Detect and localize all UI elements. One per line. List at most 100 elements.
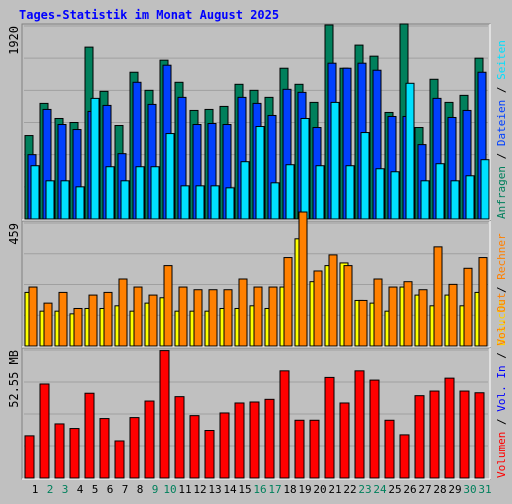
bar-volumen-day-11 <box>174 396 185 479</box>
bar-seiten-day-9 <box>150 166 160 220</box>
bar-rechner-day-13 <box>208 289 218 347</box>
bar-seiten-day-25 <box>390 171 400 220</box>
bar-seiten-day-27 <box>420 180 430 220</box>
bar-volumen-day-5 <box>84 392 95 479</box>
legend-item: Seiten <box>495 40 508 80</box>
x-tick-label: 3 <box>62 483 69 496</box>
bar-rechner-day-19 <box>298 211 308 347</box>
x-tick-label: 13 <box>208 483 221 496</box>
x-tick-label: 23 <box>358 483 371 496</box>
legend-item: Anfragen <box>495 166 508 219</box>
x-axis-labels: 1 2 3 4 5 6 7 8 9 10 11 12 13 14 15 16 17 18 19 20 21 22 23 24 2… <box>32 483 492 496</box>
bar-rechner-day-10 <box>163 265 173 347</box>
x-tick-label: 16 <box>253 483 266 496</box>
bar-seiten-day-14 <box>225 187 235 220</box>
bar-volumen-day-24 <box>369 379 380 479</box>
legend-item: / <box>495 346 508 366</box>
bar-rechner-day-15 <box>238 278 248 347</box>
bar-volumen-day-3 <box>54 423 65 479</box>
legend-item: Volumen <box>495 432 508 478</box>
bar-volumen-day-22 <box>339 402 350 479</box>
bar-volumen-day-18 <box>279 370 290 479</box>
bar-rechner-day-24 <box>373 278 383 347</box>
bar-volumen-day-27 <box>414 395 425 479</box>
panel-bottom: 52.55 MB Volumen / Vol. In / Vol. Out <box>7 293 508 480</box>
x-tick-label: 14 <box>223 483 237 496</box>
panel-middle: 459 Besuche / Rechner <box>7 211 508 348</box>
bar-rechner-day-16 <box>253 286 263 347</box>
bar-seiten-day-31 <box>480 159 490 220</box>
legend-item: / <box>495 280 508 300</box>
legend-item: Dateien <box>495 100 508 146</box>
bar-seiten-day-20 <box>315 165 325 220</box>
legend-item: Vol. In <box>495 365 508 411</box>
bar-volumen-day-2 <box>39 383 50 479</box>
x-tick-label: 24 <box>373 483 387 496</box>
chart-title: Tages-Statistik im Monat August 2025 <box>19 8 279 22</box>
bar-rechner-day-12 <box>193 289 203 347</box>
bar-rechner-day-4 <box>73 307 83 347</box>
x-tick-label: 27 <box>418 483 431 496</box>
bar-seiten-day-17 <box>270 182 280 220</box>
bar-volumen-day-4 <box>69 428 80 479</box>
legend-item: / <box>495 80 508 100</box>
x-tick-label: 29 <box>448 483 461 496</box>
x-tick-label: 6 <box>107 483 114 496</box>
bar-rechner-day-26 <box>403 281 413 347</box>
x-tick-label: 22 <box>343 483 356 496</box>
bar-volumen-day-23 <box>354 370 365 479</box>
bar-rechner-day-30 <box>463 267 473 347</box>
bar-rechner-day-17 <box>268 286 278 347</box>
bar-rechner-day-14 <box>223 289 233 347</box>
legend: Anfragen / Dateien / Seiten <box>495 40 508 219</box>
bar-seiten-day-2 <box>45 180 55 220</box>
bar-rechner-day-23 <box>358 299 368 347</box>
bar-seiten-day-3 <box>60 180 70 220</box>
bar-rechner-day-28 <box>433 246 443 347</box>
bar-rechner-day-8 <box>133 286 143 347</box>
bar-volumen-day-17 <box>264 398 275 479</box>
bar-seiten-day-4 <box>75 186 85 220</box>
bar-seiten-day-19 <box>300 117 310 220</box>
bar-volumen-day-6 <box>99 418 110 479</box>
bar-volumen-day-12 <box>189 415 200 479</box>
bar-rechner-day-22 <box>343 265 353 347</box>
chart-panels: 1920 Anfragen / Dateien / Seiten 459 Besuch… <box>7 23 508 480</box>
bar-volumen-day-26 <box>399 434 410 479</box>
bar-seiten-day-6 <box>105 166 115 220</box>
legend-item: Besuche <box>495 300 508 346</box>
legend: Volumen / Vol. In / Vol. Out <box>495 293 508 478</box>
bar-volumen-day-19 <box>294 419 305 479</box>
bar-seiten-day-21 <box>330 101 340 220</box>
x-tick-label: 31 <box>478 483 491 496</box>
bar-seiten-day-23 <box>360 132 370 220</box>
bar-seiten-day-7 <box>120 180 130 220</box>
x-tick-label: 21 <box>328 483 341 496</box>
bar-volumen-day-9 <box>144 400 155 479</box>
scale-label: 459 <box>7 223 21 245</box>
x-tick-label: 7 <box>122 483 129 496</box>
x-tick-label: 28 <box>433 483 446 496</box>
x-tick-label: 2 <box>47 483 54 496</box>
bar-seiten-day-11 <box>180 185 190 220</box>
bar-rechner-day-11 <box>178 286 188 347</box>
bar-rechner-day-31 <box>478 257 488 347</box>
bar-volumen-day-20 <box>309 419 320 479</box>
scale-label: 1920 <box>7 26 21 55</box>
bar-seiten-day-29 <box>450 180 460 220</box>
bar-seiten-day-16 <box>255 126 265 220</box>
bar-seiten-day-18 <box>285 164 295 220</box>
bar-volumen-day-28 <box>429 390 440 479</box>
bar-seiten-day-1 <box>30 165 40 220</box>
bar-volumen-day-14 <box>219 412 230 479</box>
bar-volumen-day-31 <box>474 392 485 479</box>
bar-rechner-day-20 <box>313 270 323 347</box>
bar-seiten-day-10 <box>165 133 175 220</box>
x-tick-label: 5 <box>92 483 99 496</box>
bar-volumen-day-29 <box>444 377 455 479</box>
bar-rechner-day-7 <box>118 278 128 347</box>
bar-rechner-day-18 <box>283 257 293 347</box>
bar-volumen-day-21 <box>324 376 335 479</box>
